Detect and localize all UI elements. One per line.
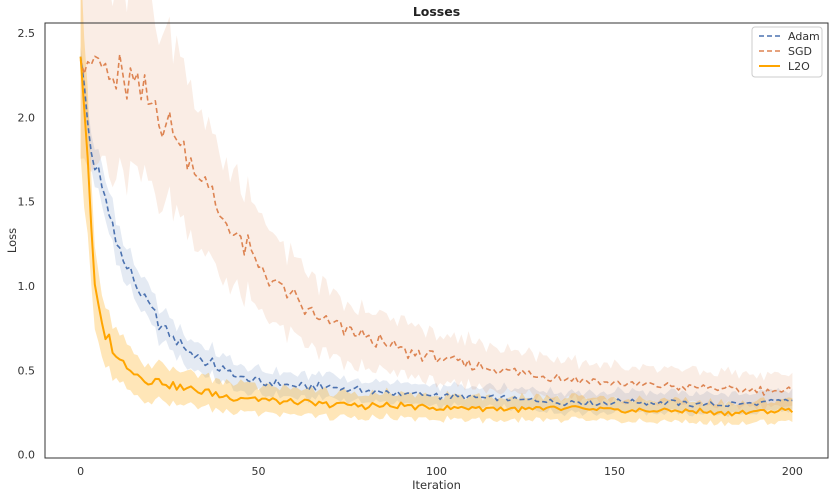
x-axis-ticks: 0 50 100 150 200 xyxy=(77,465,803,478)
x-tick-label: 150 xyxy=(604,465,625,478)
y-tick-label: 1.0 xyxy=(18,280,36,293)
y-axis-label: Loss xyxy=(5,228,19,253)
band-sgd xyxy=(80,0,793,413)
legend-label-adam: Adam xyxy=(788,30,820,43)
x-tick-label: 50 xyxy=(252,465,266,478)
line-l2o xyxy=(79,56,794,417)
legend-box xyxy=(751,26,823,78)
chart-title: Losses xyxy=(413,4,460,19)
y-tick-label: 0.0 xyxy=(18,449,36,462)
y-tick-label: 2.0 xyxy=(18,111,36,124)
y-tick-label: 2.5 xyxy=(18,27,36,40)
x-tick-label: 0 xyxy=(77,465,84,478)
series-lines xyxy=(79,53,794,417)
y-tick-label: 1.5 xyxy=(18,196,36,209)
legend-label-sgd: SGD xyxy=(788,45,812,58)
x-tick-label: 200 xyxy=(782,465,803,478)
x-axis-label: Iteration xyxy=(412,478,461,492)
y-axis-ticks: 0.0 0.5 1.0 1.5 2.0 2.5 xyxy=(18,27,36,462)
plot-frame xyxy=(44,22,829,459)
line-sgd xyxy=(79,53,793,396)
y-tick-label: 0.5 xyxy=(18,364,36,377)
line-adam xyxy=(79,56,793,408)
legend-label-l2o: L2O xyxy=(788,60,810,73)
legend: Adam SGD L2O xyxy=(751,26,823,78)
x-tick-label: 100 xyxy=(426,465,447,478)
